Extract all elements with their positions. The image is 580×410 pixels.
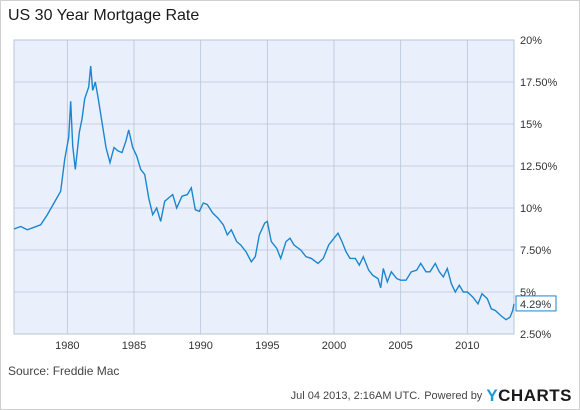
x-tick-label: 1995 (255, 340, 279, 352)
footer-timestamp: Jul 04 2013, 2:16AM UTC. (290, 390, 421, 402)
y-axis-ticks: 2.50%5%7.50%10%12.50%15%17.50%20% (520, 35, 558, 341)
y-tick-label: 12.50% (520, 161, 558, 173)
grid-lines (14, 39, 514, 335)
y-tick-label: 7.50% (520, 245, 551, 257)
last-value-badge: 4.29% (515, 295, 557, 312)
last-value-label: 4.29% (520, 299, 551, 311)
x-tick-label: 2005 (388, 340, 412, 352)
y-tick-label: 17.50% (520, 77, 558, 89)
x-tick-label: 1980 (55, 340, 79, 352)
chart-title: US 30 Year Mortgage Rate (8, 7, 200, 24)
x-tick-label: 1990 (188, 340, 212, 352)
plot-area (13, 39, 515, 335)
x-tick-label: 2010 (455, 340, 479, 352)
series-line[interactable] (13, 65, 515, 321)
footer-powered-by: Powered by (424, 390, 483, 402)
ycharts-logo-text: CHARTS (498, 386, 572, 405)
ycharts-logo[interactable]: YCHARTS (486, 386, 572, 405)
y-tick-label: 10% (520, 203, 542, 215)
source-note: Source: Freddie Mac (8, 364, 120, 378)
x-tick-label: 2000 (322, 340, 346, 352)
x-axis-ticks: 1980 1985 1990 1995 2000 2005 2010 (55, 340, 479, 352)
y-tick-label: 15% (520, 119, 542, 131)
last-value-box (515, 295, 557, 312)
x-tick-label: 1985 (122, 340, 146, 352)
y-tick-label: 2.50% (520, 329, 551, 341)
y-tick-label: 20% (520, 35, 542, 47)
footer: Jul 04 2013, 2:16AM UTC. Powered by YCHA… (291, 386, 572, 406)
